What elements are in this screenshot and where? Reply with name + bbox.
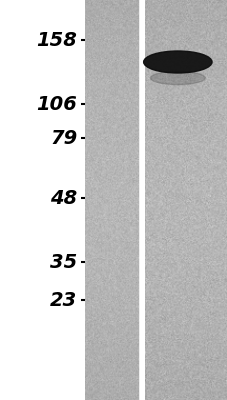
Text: 23: 23: [50, 290, 77, 310]
FancyBboxPatch shape: [0, 0, 85, 400]
Text: 48: 48: [50, 188, 77, 208]
Text: 79: 79: [50, 128, 77, 148]
Ellipse shape: [143, 51, 211, 73]
Ellipse shape: [150, 71, 204, 85]
Text: 35: 35: [50, 252, 77, 272]
Text: 106: 106: [37, 94, 77, 114]
Text: 158: 158: [37, 30, 77, 50]
